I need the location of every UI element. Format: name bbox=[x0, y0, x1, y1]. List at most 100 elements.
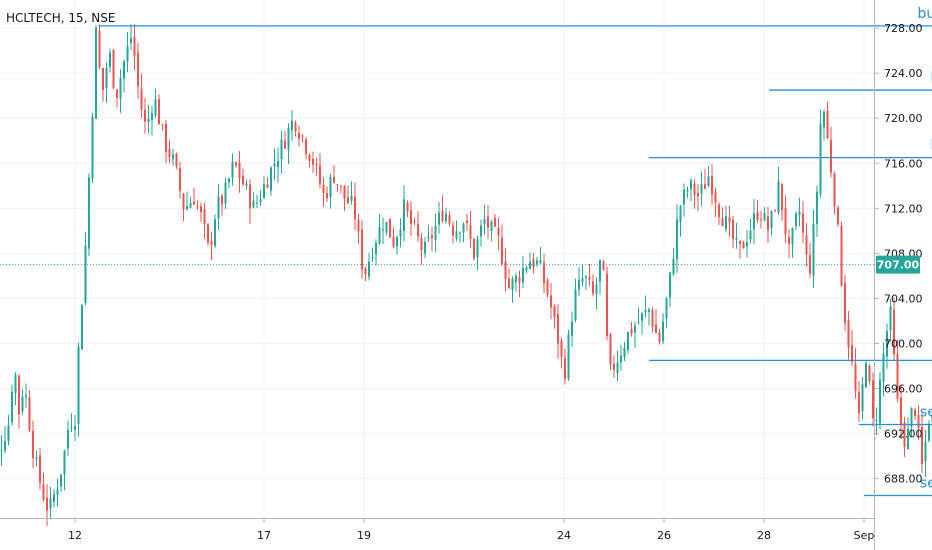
candle-body[interactable] bbox=[424, 241, 426, 254]
candle-body[interactable] bbox=[903, 422, 906, 447]
candle-body[interactable] bbox=[277, 161, 279, 167]
candle-body[interactable] bbox=[669, 272, 671, 298]
candle-body[interactable] bbox=[501, 237, 503, 264]
candle-body[interactable] bbox=[25, 395, 27, 398]
candle-body[interactable] bbox=[298, 133, 300, 139]
candle-body[interactable] bbox=[679, 206, 682, 223]
candle-body[interactable] bbox=[644, 309, 647, 312]
candle-body[interactable] bbox=[203, 209, 206, 224]
candle-body[interactable] bbox=[329, 176, 332, 197]
candle-body[interactable] bbox=[529, 261, 531, 269]
candle-body[interactable] bbox=[798, 211, 801, 216]
candle-body[interactable] bbox=[690, 180, 692, 190]
candle-body[interactable] bbox=[375, 242, 377, 255]
candle-body[interactable] bbox=[137, 52, 139, 86]
candle-body[interactable] bbox=[161, 124, 164, 126]
candle-body[interactable] bbox=[361, 229, 363, 270]
candle-body[interactable] bbox=[917, 414, 920, 428]
candle-body[interactable] bbox=[662, 321, 664, 342]
candle-body[interactable] bbox=[336, 184, 339, 186]
candle-body[interactable] bbox=[133, 36, 136, 56]
candle-body[interactable] bbox=[49, 498, 52, 509]
candle-body[interactable] bbox=[928, 424, 930, 441]
candle-body[interactable] bbox=[564, 357, 566, 379]
candle-body[interactable] bbox=[32, 431, 34, 458]
candle-body[interactable] bbox=[595, 284, 598, 295]
candle-body[interactable] bbox=[434, 226, 437, 240]
candle-body[interactable] bbox=[469, 225, 472, 239]
candle-body[interactable] bbox=[249, 184, 251, 209]
candle-body[interactable] bbox=[532, 258, 535, 268]
candle-body[interactable] bbox=[840, 226, 843, 286]
candle-body[interactable] bbox=[735, 237, 738, 240]
candle-body[interactable] bbox=[263, 184, 265, 198]
candle-body[interactable] bbox=[333, 177, 335, 183]
candle-body[interactable] bbox=[672, 259, 675, 275]
candle-body[interactable] bbox=[707, 176, 710, 187]
candle-body[interactable] bbox=[364, 268, 367, 274]
candle-body[interactable] bbox=[753, 213, 755, 229]
candle-body[interactable] bbox=[620, 355, 622, 363]
candle-body[interactable] bbox=[515, 275, 517, 282]
candle-body[interactable] bbox=[802, 213, 804, 233]
candle-body[interactable] bbox=[756, 211, 759, 220]
candle-body[interactable] bbox=[214, 219, 216, 246]
candle-body[interactable] bbox=[522, 268, 524, 283]
candle-body[interactable] bbox=[420, 238, 423, 251]
candle-body[interactable] bbox=[4, 441, 6, 451]
candle-body[interactable] bbox=[585, 276, 587, 278]
candle-body[interactable] bbox=[14, 374, 17, 393]
candle-body[interactable] bbox=[455, 231, 458, 239]
candle-body[interactable] bbox=[613, 363, 615, 371]
candle-body[interactable] bbox=[109, 52, 111, 67]
candle-body[interactable] bbox=[319, 165, 321, 185]
candle-body[interactable] bbox=[574, 289, 577, 320]
candle-body[interactable] bbox=[396, 236, 398, 247]
candle-body[interactable] bbox=[312, 158, 314, 165]
candle-body[interactable] bbox=[655, 324, 657, 334]
candle-body[interactable] bbox=[459, 232, 461, 234]
candle-body[interactable] bbox=[795, 213, 797, 227]
candle-body[interactable] bbox=[816, 191, 818, 224]
candle-body[interactable] bbox=[266, 184, 269, 189]
candle-body[interactable] bbox=[630, 328, 633, 335]
candle-body[interactable] bbox=[812, 224, 815, 276]
candle-body[interactable] bbox=[609, 334, 612, 365]
candle-body[interactable] bbox=[879, 379, 881, 424]
candle-body[interactable] bbox=[921, 427, 923, 465]
candle-body[interactable] bbox=[805, 235, 808, 255]
candle-body[interactable] bbox=[242, 175, 244, 185]
candle-body[interactable] bbox=[777, 181, 780, 213]
candle-body[interactable] bbox=[217, 196, 220, 219]
candle-body[interactable] bbox=[235, 162, 237, 166]
candle-body[interactable] bbox=[763, 212, 766, 221]
candle-body[interactable] bbox=[487, 216, 489, 228]
candle-body[interactable] bbox=[291, 120, 293, 131]
candle-body[interactable] bbox=[567, 334, 570, 379]
candle-body[interactable] bbox=[875, 419, 878, 421]
candle-body[interactable] bbox=[140, 88, 143, 109]
candle-body[interactable] bbox=[147, 118, 150, 122]
candle-body[interactable] bbox=[406, 202, 409, 213]
candle-body[interactable] bbox=[172, 154, 174, 160]
candle-body[interactable] bbox=[599, 259, 601, 282]
candle-body[interactable] bbox=[634, 325, 636, 333]
candle-body[interactable] bbox=[462, 223, 465, 233]
candle-body[interactable] bbox=[322, 184, 325, 194]
candle-body[interactable] bbox=[711, 175, 713, 195]
candle-body[interactable] bbox=[431, 235, 433, 239]
candle-body[interactable] bbox=[126, 46, 129, 62]
candle-body[interactable] bbox=[84, 245, 87, 303]
candle-body[interactable] bbox=[189, 202, 192, 208]
candle-body[interactable] bbox=[123, 61, 125, 79]
candle-body[interactable] bbox=[823, 112, 825, 128]
candle-body[interactable] bbox=[371, 257, 374, 259]
candle-body[interactable] bbox=[858, 392, 860, 414]
candle-body[interactable] bbox=[732, 219, 734, 240]
candle-body[interactable] bbox=[343, 185, 346, 199]
candle-body[interactable] bbox=[525, 267, 528, 271]
candle-body[interactable] bbox=[179, 168, 181, 191]
candle-body[interactable] bbox=[893, 309, 895, 355]
candle-body[interactable] bbox=[637, 321, 640, 323]
